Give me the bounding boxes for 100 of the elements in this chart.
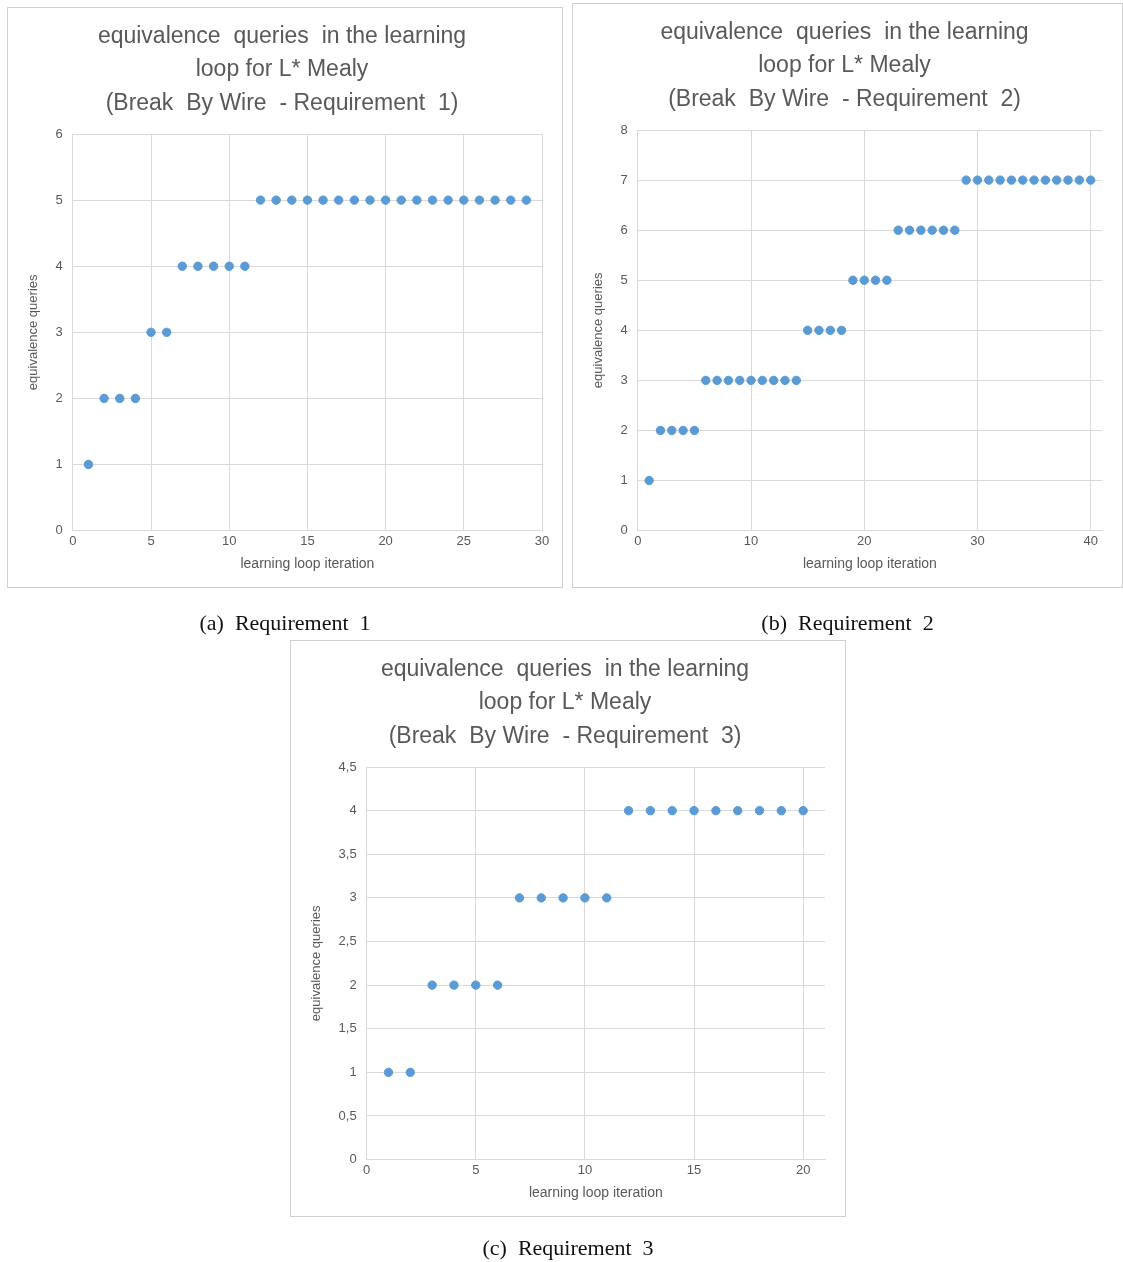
point xyxy=(506,195,516,205)
point xyxy=(870,275,881,285)
y-tick-label: 1 xyxy=(55,456,63,472)
x-axis-title: learning loop iteration xyxy=(528,1184,663,1201)
x-tick-label: 5 xyxy=(147,532,155,548)
point xyxy=(1074,175,1085,185)
point xyxy=(208,261,219,271)
point xyxy=(412,195,422,205)
point xyxy=(961,175,971,185)
y-tick-label: 3 xyxy=(349,889,357,905)
point xyxy=(405,1067,416,1078)
chart-title: equivalence queries in the learning loop for L* Mealy (Break By Wire - Requirement 3) xyxy=(380,655,750,748)
y-axis-title: equivalence queries xyxy=(590,272,606,389)
text: (a) Requirement 1 xyxy=(198,610,372,636)
y-tick-label: 1 xyxy=(349,1063,357,1079)
y-tick-label: 6 xyxy=(55,125,63,141)
point xyxy=(768,375,779,386)
point xyxy=(689,425,700,436)
point xyxy=(882,275,892,285)
point xyxy=(240,261,250,271)
x-tick-label: 30 xyxy=(534,532,550,548)
y-tick-label: 2 xyxy=(620,422,628,438)
point xyxy=(146,327,156,338)
point xyxy=(995,175,1005,185)
point xyxy=(904,225,915,235)
point xyxy=(302,195,313,205)
point xyxy=(623,805,634,816)
point xyxy=(365,195,375,205)
point xyxy=(859,275,869,285)
point xyxy=(1052,175,1062,185)
point xyxy=(1085,175,1096,185)
y-tick-label: 1 xyxy=(620,472,628,488)
y-tick-label: 6 xyxy=(620,221,628,237)
y-tick-label: 4,5 xyxy=(338,758,357,774)
y-tick-label: 4 xyxy=(620,321,628,337)
point xyxy=(1040,175,1051,185)
point xyxy=(83,459,94,470)
y-tick-label: 2 xyxy=(55,389,63,405)
point xyxy=(602,893,612,903)
point xyxy=(349,195,360,205)
point xyxy=(644,475,654,486)
point xyxy=(836,325,847,336)
x-tick-label: 20 xyxy=(857,532,872,548)
point xyxy=(802,325,813,336)
point xyxy=(383,1067,394,1078)
point xyxy=(1029,175,1039,185)
x-tick-label: 0 xyxy=(634,532,642,548)
text: (c) Requirement 3 xyxy=(481,1235,655,1261)
x-tick-label: 15 xyxy=(686,1161,702,1177)
y-tick-label: 4 xyxy=(349,802,357,818)
y-tick-label: 8 xyxy=(620,121,628,137)
point xyxy=(449,980,459,990)
x-tick-label: 10 xyxy=(743,532,759,548)
point xyxy=(746,375,756,386)
point xyxy=(193,261,203,271)
y-tick-label: 5 xyxy=(55,191,63,207)
point xyxy=(655,425,666,436)
point xyxy=(791,375,802,386)
point xyxy=(1006,175,1017,185)
x-tick-label: 20 xyxy=(795,1161,811,1177)
y-tick-label: 0 xyxy=(349,1151,357,1167)
point xyxy=(667,805,677,816)
point xyxy=(443,195,453,205)
y-tick-label: 3 xyxy=(55,323,63,339)
point xyxy=(1018,175,1028,185)
point xyxy=(825,325,835,336)
y-tick-label: 2,5 xyxy=(338,933,357,949)
point xyxy=(645,805,656,816)
y-tick-label: 2 xyxy=(349,976,357,992)
point xyxy=(514,893,525,903)
point xyxy=(723,375,734,386)
chart-title: equivalence queries in the learning loop for L* Mealy (Break By Wire - Requirement 1) xyxy=(97,22,467,115)
point xyxy=(927,225,937,235)
point xyxy=(177,261,187,271)
y-tick-label: 1,5 xyxy=(338,1020,357,1036)
x-tick-label: 25 xyxy=(456,532,472,548)
point xyxy=(984,175,994,185)
point xyxy=(427,195,438,205)
y-tick-label: 0,5 xyxy=(338,1107,357,1123)
x-tick-label: 30 xyxy=(970,532,985,548)
y-tick-label: 3,5 xyxy=(338,845,357,861)
point xyxy=(521,195,532,205)
x-tick-label: 15 xyxy=(300,532,315,548)
point xyxy=(115,393,125,404)
x-tick-label: 0 xyxy=(69,532,77,548)
x-tick-label: 0 xyxy=(363,1161,371,1177)
y-tick-label: 3 xyxy=(620,371,628,387)
point xyxy=(667,425,677,436)
chart-title: equivalence queries in the learning loop for L* Mealy (Break By Wire - Requirement 2) xyxy=(660,18,1029,111)
point xyxy=(848,275,858,285)
point xyxy=(427,980,437,990)
y-tick-label: 0 xyxy=(620,522,628,538)
point xyxy=(459,195,469,205)
text: (b) Requirement 2 xyxy=(760,610,935,636)
y-tick-label: 7 xyxy=(620,171,628,187)
y-tick-label: 5 xyxy=(620,271,628,287)
point xyxy=(287,195,297,205)
point xyxy=(255,195,266,205)
point xyxy=(798,805,808,816)
point xyxy=(678,425,688,436)
